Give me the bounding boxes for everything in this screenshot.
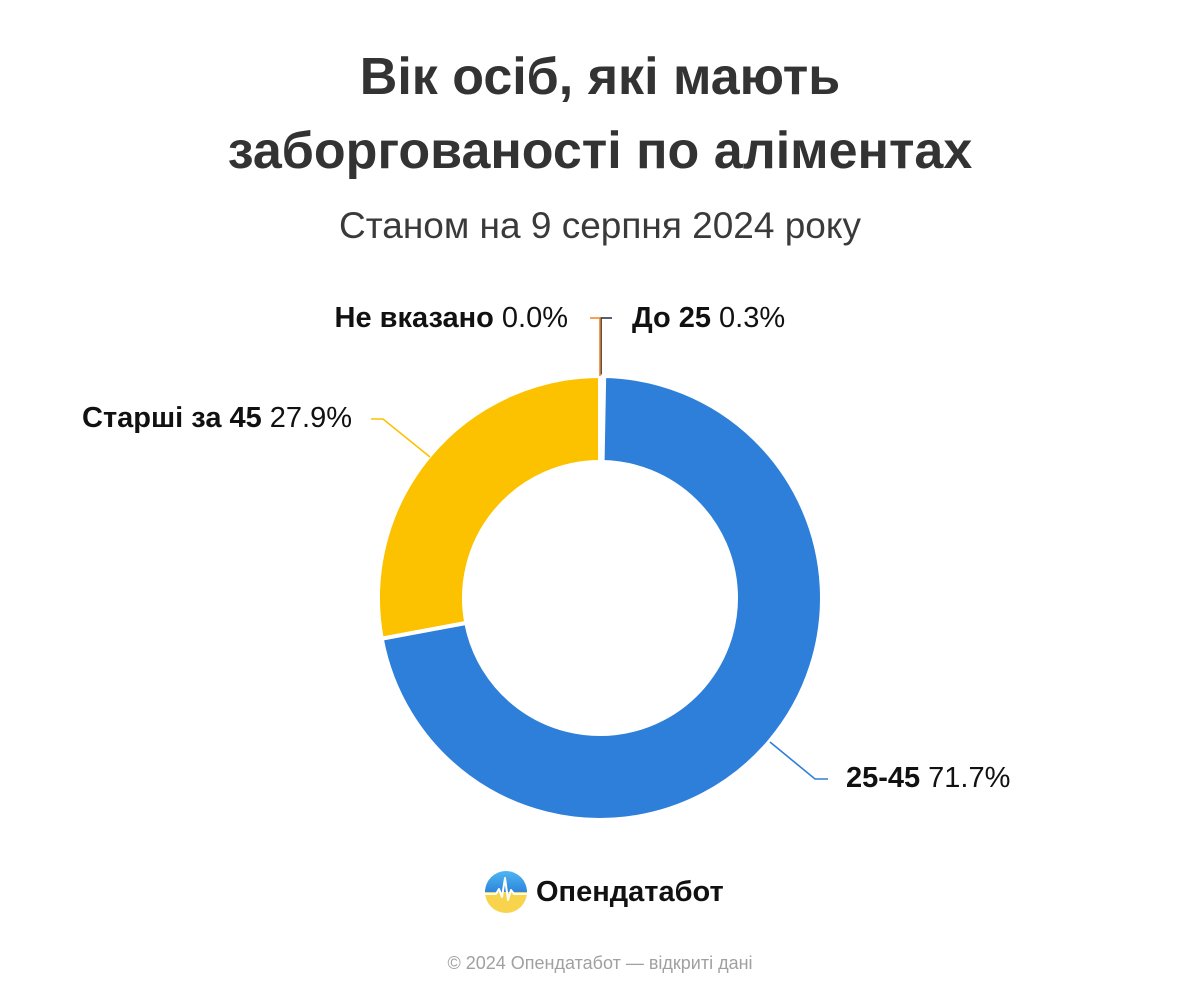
data-label-value: 0.0% [502,302,568,334]
slice-25-45 [379,374,824,822]
leader-line [769,741,828,780]
chart-title: Вік осіб, які мають заборгованості по ал… [0,40,1200,188]
chart-subtitle: Станом на 9 серпня 2024 року [339,205,861,246]
data-label: До 25 0.3% [632,302,785,334]
data-label: Не вказано 0.0% [335,302,568,334]
data-label-category: До 25 [632,302,711,334]
leader-line [590,317,601,376]
leader-line [600,317,612,376]
slice-старші-за-45 [376,374,602,641]
logo-text: Опендатабот [536,875,724,908]
opendatabot-logo-icon [485,871,527,913]
data-label-value: 71.7% [928,762,1010,794]
logo: Опендатабот [484,870,724,914]
data-label: 25-45 71.7% [846,762,1010,794]
data-label: Старші за 45 27.9% [82,402,352,434]
data-label-value: 27.9% [270,402,352,434]
data-label-category: Старші за 45 [82,402,262,434]
data-label-value: 0.3% [719,302,785,334]
data-label-category: Не вказано [335,302,494,334]
chart-title-line-2: заборгованості по аліментах [227,122,973,180]
footer-copyright: © 2024 Опендатабот — відкриті дані [447,953,753,973]
data-label-category: 25-45 [846,762,920,794]
chart-title-line-1: Вік осіб, які мають [359,48,841,106]
leader-line [371,418,431,458]
